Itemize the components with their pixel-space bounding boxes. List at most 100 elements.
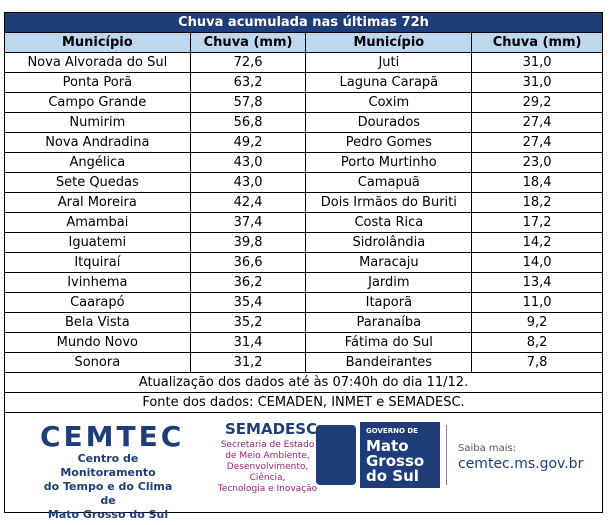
cell: 14,0 [471, 252, 603, 273]
cell: Amambai [4, 212, 191, 233]
table-title: Chuva acumulada nas últimas 72h [4, 12, 603, 33]
cell: 63,2 [189, 72, 307, 93]
divider [446, 425, 447, 485]
cell: 18,4 [471, 172, 603, 193]
data-row: Caarapó 35,4 Itaporã 11,0 [4, 292, 603, 313]
cell: 18,2 [471, 192, 603, 213]
header-cell: Município [4, 32, 191, 53]
cell: 13,4 [471, 272, 603, 293]
header-cell: Chuva (mm) [471, 32, 603, 53]
line: Mato Grosso do Sul [47, 508, 169, 521]
cell: 43,0 [189, 172, 307, 193]
note: Fonte dos dados: CEMADEN, INMET e SEMADE… [4, 392, 603, 413]
semadesc-lines: Secretaria de Estado de Meio Ambiente, Des… [210, 440, 325, 495]
data-row: Nova Andradina 49,2 Pedro Gomes 27,4 [4, 132, 603, 153]
cell: Sidrolândia [305, 232, 473, 253]
data-row: Ivinhema 36,2 Jardim 13,4 [4, 272, 603, 293]
cell: Campo Grande [4, 92, 191, 113]
cell: 72,6 [189, 52, 307, 73]
cell: Iguatemi [4, 232, 191, 253]
data-row: Itquiraí 36,6 Maracaju 14,0 [4, 252, 603, 273]
line: Grosso [366, 452, 425, 470]
header-row: Município Chuva (mm) Município Chuva (mm) [4, 32, 603, 53]
cell: Nova Alvorada do Sul [4, 52, 191, 73]
cell: Juti [305, 52, 473, 73]
cell: Itaporã [305, 292, 473, 313]
cell: 36,2 [189, 272, 307, 293]
cell: 39,8 [189, 232, 307, 253]
data-row: Ponta Porã 63,2 Laguna Carapã 31,0 [4, 72, 603, 93]
cell: 43,0 [189, 152, 307, 173]
cell: 27,4 [471, 112, 603, 133]
cell: Paranaíba [305, 312, 473, 333]
cell: Ponta Porã [4, 72, 191, 93]
cell: 49,2 [189, 132, 307, 153]
line: Secretaria de Estado [220, 440, 315, 450]
cell: Dois Irmãos do Buriti [305, 192, 473, 213]
cell: Sonora [4, 352, 191, 373]
data-row: Sonora 31,2 Bandeirantes 7,8 [4, 352, 603, 373]
cell: Caarapó [4, 292, 191, 313]
cell: 35,2 [189, 312, 307, 333]
cell: 9,2 [471, 312, 603, 333]
cell: 35,4 [189, 292, 307, 313]
cell: 31,0 [471, 52, 603, 73]
cell: 23,0 [471, 152, 603, 173]
line: de Meio Ambiente, [225, 451, 310, 461]
cell: Mundo Novo [4, 332, 191, 353]
note-row: Fonte dos dados: CEMADEN, INMET e SEMADE… [4, 392, 603, 413]
data-row: Bela Vista 35,2 Paranaíba 9,2 [4, 312, 603, 333]
cell: Angélica [4, 152, 191, 173]
line: Centro de Monitoramento [60, 452, 156, 479]
cell: Numirim [4, 112, 191, 133]
rain-table: Chuva acumulada nas últimas 72h Município… [4, 12, 603, 413]
cell: Maracaju [305, 252, 473, 273]
cell: 31,4 [189, 332, 307, 353]
line: Mato [366, 437, 409, 455]
cell: 11,0 [471, 292, 603, 313]
cell: 7,8 [471, 352, 603, 373]
line: do Sul [366, 467, 419, 485]
cell: Pedro Gomes [305, 132, 473, 153]
cell: Camapuã [305, 172, 473, 193]
cell: 29,2 [471, 92, 603, 113]
cell: 31,2 [189, 352, 307, 373]
cell: 14,2 [471, 232, 603, 253]
line: GOVERNO DE [366, 427, 418, 435]
line: Desenvolvimento, Ciência, [226, 462, 309, 483]
data-row: Iguatemi 39,8 Sidrolândia 14,2 [4, 232, 603, 253]
data-row: Numirim 56,8 Dourados 27,4 [4, 112, 603, 133]
cell: 37,4 [189, 212, 307, 233]
cemtec-name: CEMTEC [40, 420, 185, 453]
cell: Bandeirantes [305, 352, 473, 373]
data-row: Campo Grande 57,8 Coxim 29,2 [4, 92, 603, 113]
cell: 42,4 [189, 192, 307, 213]
header-cell: Chuva (mm) [189, 32, 307, 53]
line: do Tempo e do Clima de [43, 480, 173, 507]
coat-of-arms [316, 425, 356, 485]
cell: Itquiraí [4, 252, 191, 273]
cell: Aral Moreira [4, 192, 191, 213]
cell: Laguna Carapã [305, 72, 473, 93]
site-url: cemtec.ms.gov.br [458, 456, 584, 472]
cell: Nova Andradina [4, 132, 191, 153]
cell: Porto Murtinho [305, 152, 473, 173]
data-row: Amambai 37,4 Costa Rica 17,2 [4, 212, 603, 233]
cell: 31,0 [471, 72, 603, 93]
line: Tecnologia e Inovação [217, 484, 318, 494]
governo-badge: GOVERNO DE Mato Grosso do Sul [360, 422, 440, 488]
cell: 57,8 [189, 92, 307, 113]
cemtec-lines: Centro de Monitoramento do Tempo e do Cli… [38, 452, 178, 522]
data-row: Angélica 43,0 Porto Murtinho 23,0 [4, 152, 603, 173]
cell: 8,2 [471, 332, 603, 353]
cell: Fátima do Sul [305, 332, 473, 353]
note-row: Atualização dos dados até às 07:40h do d… [4, 372, 603, 393]
cell: 56,8 [189, 112, 307, 133]
cell: Costa Rica [305, 212, 473, 233]
cell: Jardim [305, 272, 473, 293]
header-cell: Município [305, 32, 473, 53]
cell: 36,6 [189, 252, 307, 273]
data-row: Sete Quedas 43,0 Camapuã 18,4 [4, 172, 603, 193]
cell: 17,2 [471, 212, 603, 233]
